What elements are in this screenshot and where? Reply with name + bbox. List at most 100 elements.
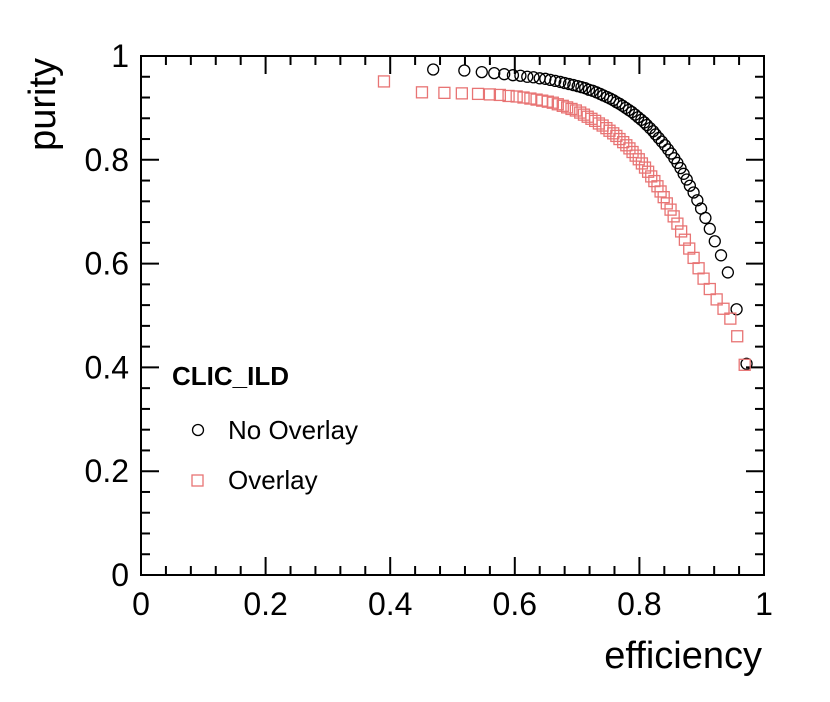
y-axis-title: purity xyxy=(22,58,64,151)
marker-overlay-point xyxy=(560,101,574,114)
marker-no-overlay-point xyxy=(521,70,534,83)
marker-overlay-point xyxy=(635,157,649,170)
marker-overlay-point xyxy=(692,262,705,275)
y-tick-label: 0 xyxy=(111,557,129,593)
legend-marker-no-overlay xyxy=(191,423,205,437)
marker-overlay-point xyxy=(471,87,485,101)
marker-overlay-point xyxy=(697,272,710,285)
marker-no-overlay-point xyxy=(506,69,520,82)
marker-overlay-point xyxy=(738,358,751,371)
data-markers xyxy=(377,63,753,371)
x-tick-label: 0.6 xyxy=(493,586,537,622)
marker-overlay-point xyxy=(493,88,506,102)
marker-no-overlay-point xyxy=(562,77,576,91)
marker-no-overlay-point xyxy=(488,66,501,80)
marker-no-overlay-point xyxy=(740,357,753,370)
marker-no-overlay-point xyxy=(691,194,704,207)
marker-no-overlay-point xyxy=(619,101,632,115)
marker-no-overlay-point xyxy=(498,68,511,81)
x-tick-label: 0.2 xyxy=(243,586,287,622)
marker-overlay-point xyxy=(683,242,696,255)
marker-no-overlay-point xyxy=(703,222,716,235)
marker-no-overlay-point xyxy=(677,167,690,180)
marker-overlay-point xyxy=(620,139,633,152)
marker-overlay-point xyxy=(664,203,677,216)
marker-overlay-point xyxy=(589,114,602,128)
marker-overlay-point xyxy=(415,86,429,99)
y-tick-labels: 0 0.2 0.4 0.6 0.8 1 xyxy=(85,38,129,593)
marker-overlay-point xyxy=(574,106,587,119)
marker-no-overlay-point xyxy=(554,75,567,89)
marker-overlay-point xyxy=(502,89,515,103)
marker-overlay-point xyxy=(438,86,451,99)
marker-overlay-point xyxy=(667,210,680,223)
marker-overlay-point xyxy=(483,88,497,101)
marker-overlay-point xyxy=(724,312,737,325)
legend: CLIC_ILD No Overlay Overlay xyxy=(172,361,358,495)
marker-no-overlay-point xyxy=(613,97,626,110)
marker-no-overlay-point xyxy=(427,63,440,76)
x-tick-label: 0 xyxy=(132,586,150,622)
marker-no-overlay-point xyxy=(655,135,668,148)
marker-no-overlay-point xyxy=(721,266,735,279)
marker-overlay-point xyxy=(632,153,645,166)
marker-overlay-point xyxy=(581,110,594,123)
marker-no-overlay-point xyxy=(687,186,700,199)
y-tick-label: 0.4 xyxy=(85,349,129,385)
marker-overlay-point xyxy=(623,142,636,155)
marker-overlay-point xyxy=(660,197,673,210)
x-tick-label: 0.4 xyxy=(368,586,412,622)
x-axis-title: efficiency xyxy=(604,635,762,677)
marker-overlay-point xyxy=(674,225,688,238)
marker-no-overlay-point xyxy=(730,303,743,316)
marker-overlay-point xyxy=(377,75,391,88)
y-tick-label: 0.6 xyxy=(85,246,129,282)
marker-overlay-point xyxy=(703,282,716,296)
y-tick-label: 0.2 xyxy=(85,453,129,489)
marker-overlay-point xyxy=(617,136,630,149)
marker-overlay-point xyxy=(592,117,606,130)
marker-overlay-point xyxy=(638,161,652,174)
marker-overlay-point xyxy=(710,293,723,306)
marker-overlay-point xyxy=(455,87,468,100)
marker-no-overlay-point xyxy=(646,125,660,138)
marker-no-overlay-point xyxy=(683,179,697,192)
marker-no-overlay-point xyxy=(475,65,488,79)
marker-overlay-point xyxy=(613,132,626,146)
marker-overlay-point xyxy=(645,170,658,183)
marker-no-overlay-point xyxy=(658,139,672,152)
marker-overlay-point xyxy=(569,104,583,117)
marker-no-overlay-point xyxy=(622,103,635,117)
marker-no-overlay-point xyxy=(661,143,675,156)
marker-overlay-point xyxy=(678,233,692,246)
marker-no-overlay-point xyxy=(699,211,712,225)
marker-overlay-point xyxy=(524,92,537,105)
axis-ticks xyxy=(140,55,765,576)
legend-label-overlay: Overlay xyxy=(228,465,318,495)
marker-no-overlay-point xyxy=(649,128,662,141)
marker-overlay-point xyxy=(517,91,530,104)
marker-no-overlay-point xyxy=(607,93,620,107)
marker-overlay-point xyxy=(577,108,591,121)
series-no-overlay xyxy=(427,63,753,370)
marker-no-overlay-point xyxy=(558,76,571,90)
marker-no-overlay-point xyxy=(616,99,629,112)
marker-overlay-point xyxy=(565,102,578,116)
marker-no-overlay-point xyxy=(652,131,665,145)
plot-frame xyxy=(140,55,765,576)
marker-overlay-point xyxy=(629,149,642,162)
y-tick-label: 1 xyxy=(111,38,129,74)
x-tick-label: 0.8 xyxy=(617,586,661,622)
marker-no-overlay-point xyxy=(527,71,540,84)
legend-title: CLIC_ILD xyxy=(172,361,289,391)
legend-marker-overlay xyxy=(191,474,204,487)
x-tick-labels: 0 0.2 0.4 0.6 0.8 1 xyxy=(132,586,773,622)
marker-overlay-point xyxy=(585,112,598,125)
marker-overlay-point xyxy=(671,217,684,230)
marker-no-overlay-point xyxy=(714,249,728,262)
y-tick-label: 0.8 xyxy=(85,142,129,178)
marker-overlay-point xyxy=(510,90,523,103)
marker-no-overlay-point xyxy=(514,69,527,82)
marker-overlay-point xyxy=(731,330,744,343)
